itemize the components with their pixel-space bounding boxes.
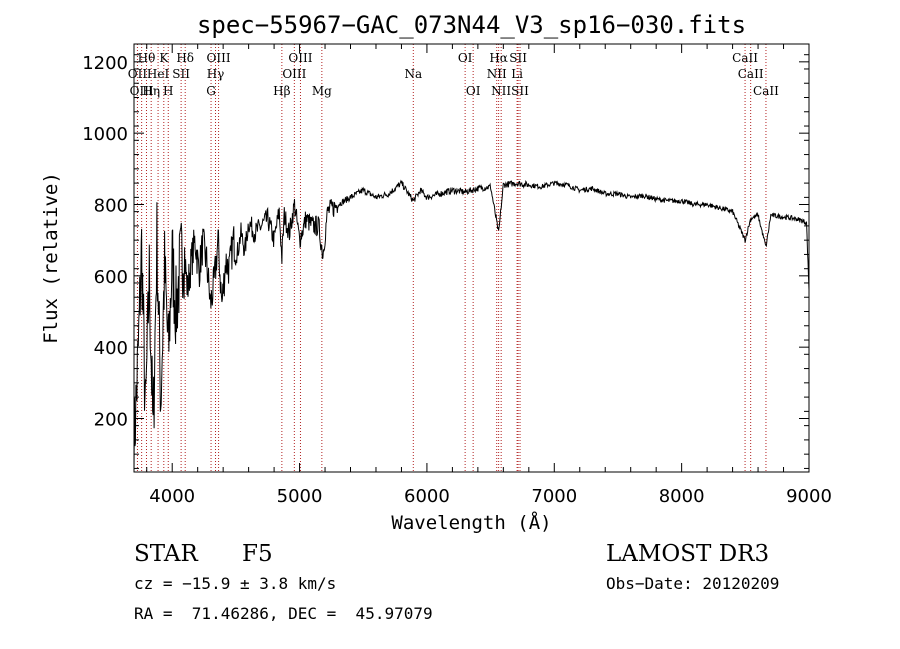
x-axis-label: Wavelength (Å): [391, 511, 551, 534]
spectral-line-label: OI: [466, 84, 481, 98]
spectral-line-label: Na: [404, 67, 422, 81]
plot-frame: [133, 43, 810, 473]
x-tick-label: 9000: [786, 486, 832, 507]
spectral-line-label: Hθ: [138, 51, 156, 65]
spectral-line-label: Hβ: [273, 84, 290, 98]
spectral-line-label: NII: [487, 67, 507, 81]
spectral-line-label: HeI: [147, 67, 170, 81]
x-tick-label: 7000: [531, 486, 577, 507]
spectral-line-label: Hδ: [176, 51, 194, 65]
spectrum-series-line: [133, 179, 810, 472]
spectral-line-label: Li: [511, 67, 523, 81]
object-subclass: F5: [242, 541, 273, 567]
spectral-line-label: H: [163, 84, 173, 98]
spectral-line-label: Mg: [312, 84, 332, 98]
spectral-line-label: SII: [172, 67, 190, 81]
x-tick-label: 4000: [149, 486, 195, 507]
spectral-line-label: OIII: [130, 84, 154, 98]
obs-date: Obs−Date: 20120209: [606, 574, 780, 593]
axis-ticks: 4000 5000 6000 7000 8000 9000 200 400 600 800 1000…: [82, 44, 832, 507]
spectral-line-label: Hη: [142, 84, 160, 98]
spectral-line-label: OIII: [288, 51, 312, 65]
y-tick-label: 1000: [82, 124, 128, 145]
x-tick-label: 8000: [659, 486, 705, 507]
spectral-line-label: SII: [511, 84, 529, 98]
spectral-line-label: OI: [458, 51, 473, 65]
spectral-line-label: OIII: [282, 67, 306, 81]
spectral-line-label: SII: [509, 51, 527, 65]
y-axis-label: Flux (relative): [40, 172, 62, 344]
spectral-line-label: CaII: [738, 67, 764, 81]
y-tick-label: 200: [94, 410, 128, 431]
y-tick-label: 400: [94, 338, 128, 359]
spectral-line-label: OIII: [207, 51, 231, 65]
x-tick-label: 6000: [404, 486, 450, 507]
spectral-line-label: K: [159, 51, 169, 65]
y-tick-label: 800: [94, 196, 128, 217]
spectral-line-label: NII: [491, 84, 511, 98]
coordinates: RA = 71.46286, DEC = 45.97079: [134, 604, 433, 623]
spectral-line-label: Hα: [489, 51, 508, 65]
spectral-line-label: CaII: [732, 51, 758, 65]
y-tick-label: 600: [94, 267, 128, 288]
survey-name: LAMOST DR3: [606, 541, 770, 567]
spectral-line-label: OII: [128, 67, 148, 81]
velocity-readout: cz = −15.9 ± 3.8 km/s: [134, 574, 337, 593]
spectral-line-label: CaII: [753, 84, 779, 98]
object-class: STAR: [134, 541, 198, 567]
chart-title: spec−55967−GAC_073N44_V3_sp16−030.fits: [197, 11, 746, 39]
spectral-line-label: Hγ: [207, 67, 225, 81]
x-tick-label: 5000: [277, 486, 323, 507]
y-tick-label: 1200: [82, 53, 128, 74]
spectral-line-label: G: [206, 84, 216, 98]
